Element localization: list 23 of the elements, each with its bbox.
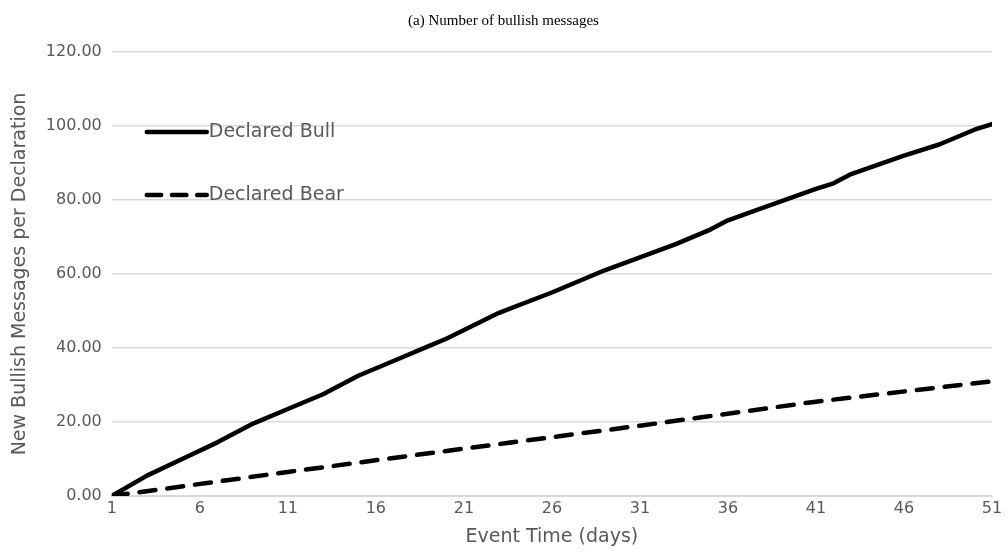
x-tick-label: 41 [805,497,827,517]
x-tick-label: 11 [277,497,299,517]
chart-title: (a) Number of bullish messages [407,12,600,30]
y-axis-title: New Bullish Messages per Declaration [7,92,30,456]
y-tick-label: 80.00 [55,189,102,209]
x-tick-label: 31 [629,497,651,517]
y-tick-label: 0.00 [66,485,102,505]
x-axis-title: Event Time (days) [465,523,639,546]
x-tick-label: 21 [453,497,475,517]
x-tick-label: 1 [106,497,117,517]
legend-label: Declared Bear [208,181,345,204]
y-tick-label: 100.00 [45,115,102,135]
y-tick-label: 20.00 [55,411,102,431]
y-tick-label: 60.00 [55,263,102,283]
legend-label: Declared Bull [208,118,336,141]
x-tick-label: 16 [365,497,387,517]
x-tick-label: 36 [717,497,739,517]
x-tick-label: 26 [541,497,563,517]
x-tick-label: 6 [194,497,205,517]
x-tick-label: 51 [981,497,1003,517]
y-tick-label: 40.00 [55,337,102,357]
y-tick-label: 120.00 [45,41,102,61]
x-tick-label: 46 [893,497,915,517]
